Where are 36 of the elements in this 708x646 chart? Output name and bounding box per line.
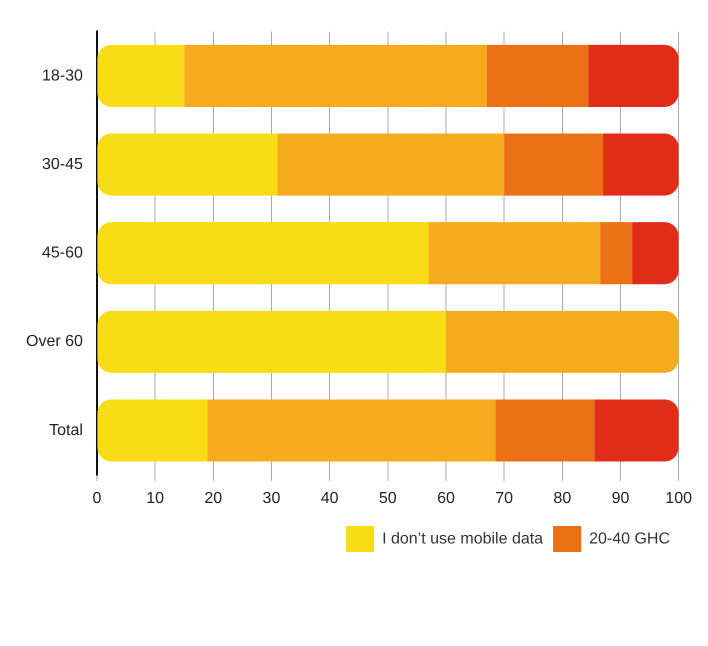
bar	[486, 44, 588, 107]
x-tick-label: 50	[378, 490, 397, 507]
x-tick-label: 40	[320, 490, 339, 507]
legend-label: 20-40 GHC	[589, 530, 670, 548]
bar	[504, 134, 604, 196]
bar	[97, 310, 446, 373]
bar	[97, 222, 429, 284]
y-tick-label: 30-45	[42, 156, 84, 173]
bar	[97, 399, 208, 462]
bar	[495, 399, 594, 462]
x-tick-label: 60	[437, 490, 455, 507]
x-tick-label: 0	[92, 490, 102, 507]
x-tick-label: 20	[204, 490, 222, 507]
x-tick-label: 90	[612, 490, 630, 507]
y-tick-label: Total	[49, 422, 83, 439]
bar	[603, 134, 679, 196]
legend-label: I don’t use mobile data	[382, 530, 544, 548]
bar	[588, 44, 679, 107]
y-tick-label: Over 60	[26, 333, 84, 350]
bar	[594, 399, 679, 462]
bar	[97, 44, 184, 107]
bar	[277, 134, 504, 196]
x-tick-label: 10	[146, 490, 164, 507]
x-tick-label: 80	[553, 490, 572, 507]
bar	[446, 310, 679, 373]
bar	[600, 222, 632, 284]
bar	[428, 222, 600, 284]
bar	[207, 399, 496, 462]
x-tick-label: 30	[262, 490, 280, 507]
bar	[184, 44, 487, 107]
y-tick-label: 18-30	[42, 67, 84, 84]
x-tick-label: 100	[665, 490, 692, 507]
y-tick-label: 45-60	[42, 244, 84, 262]
x-tick-label: 70	[495, 490, 514, 507]
bar	[632, 222, 679, 284]
bar	[97, 134, 278, 196]
